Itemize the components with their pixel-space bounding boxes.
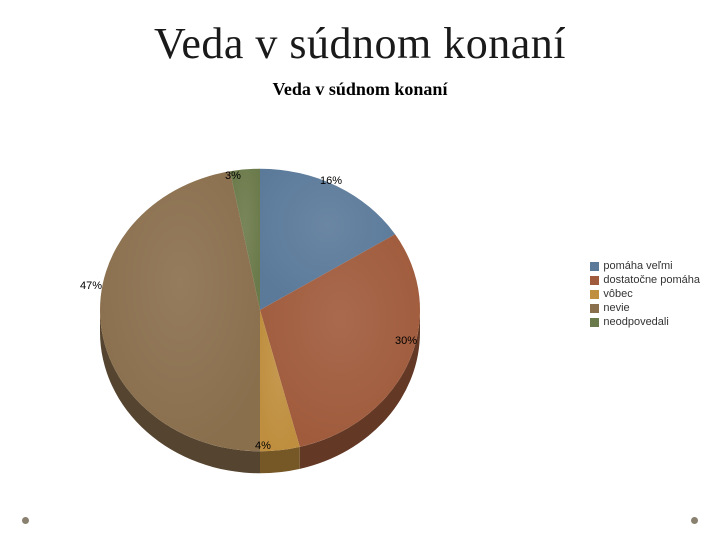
legend-swatch-icon xyxy=(590,262,599,271)
legend-swatch-icon xyxy=(590,290,599,299)
legend-swatch-icon xyxy=(590,318,599,327)
legend-label: pomáha veľmi xyxy=(603,260,672,272)
pie-pct-label: 30% xyxy=(395,335,417,347)
legend-label: neodpovedali xyxy=(603,316,668,328)
legend-label: nevie xyxy=(603,302,629,314)
legend-swatch-icon xyxy=(590,304,599,313)
pie-pct-label: 3% xyxy=(225,170,241,182)
legend-swatch-icon xyxy=(590,276,599,285)
legend-label: dostatočne pomáha xyxy=(603,274,700,286)
legend-item: vôbec xyxy=(590,288,700,300)
legend-label: vôbec xyxy=(603,288,632,300)
pie-pct-label: 16% xyxy=(320,175,342,187)
corner-dot-icon xyxy=(691,517,698,524)
pie-chart: 16% 30% 4% 47% 3% xyxy=(60,150,460,490)
legend-item: pomáha veľmi xyxy=(590,260,700,272)
pie-slice-shine xyxy=(100,171,260,451)
corner-dot-icon xyxy=(22,517,29,524)
legend-item: nevie xyxy=(590,302,700,314)
chart-title: Veda v súdnom konaní xyxy=(0,79,720,100)
pie-pct-label: 4% xyxy=(255,440,271,452)
legend-item: dostatočne pomáha xyxy=(590,274,700,286)
legend: pomáha veľmi dostatočne pomáha vôbec nevie n… xyxy=(590,260,700,330)
pie-pct-label: 47% xyxy=(80,280,102,292)
slide-title: Veda v súdnom konaní xyxy=(0,0,720,69)
legend-item: neodpovedali xyxy=(590,316,700,328)
